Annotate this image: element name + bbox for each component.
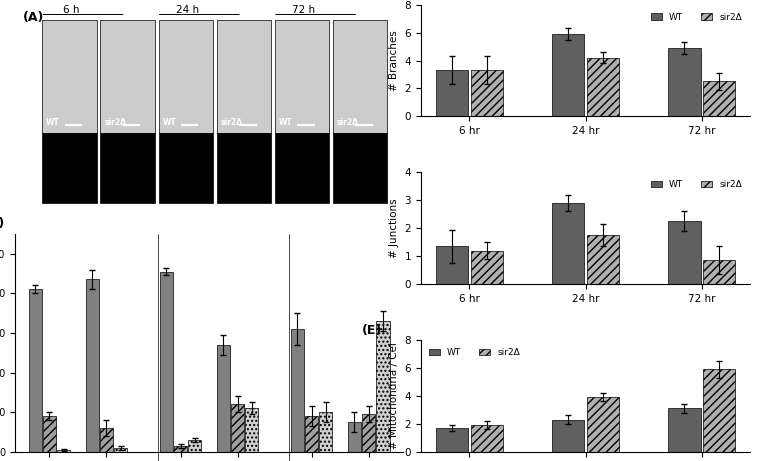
Bar: [57, 450, 70, 452]
Bar: [160, 272, 173, 452]
Bar: [669, 48, 700, 117]
Text: (D): (D): [362, 157, 384, 170]
Bar: [362, 414, 375, 452]
Bar: [231, 404, 244, 452]
Text: 6 h: 6 h: [63, 5, 80, 15]
Bar: [471, 251, 503, 284]
Bar: [348, 422, 361, 452]
FancyBboxPatch shape: [333, 133, 387, 203]
Bar: [436, 70, 468, 117]
Bar: [587, 58, 619, 117]
Bar: [587, 397, 619, 452]
Legend: WT, sir2Δ: WT, sir2Δ: [647, 9, 746, 25]
Text: (A): (A): [23, 11, 44, 24]
FancyBboxPatch shape: [158, 133, 213, 203]
Text: 24 h: 24 h: [176, 5, 199, 15]
Text: WT: WT: [279, 118, 293, 127]
Bar: [42, 416, 56, 452]
FancyBboxPatch shape: [101, 20, 155, 133]
Bar: [86, 279, 99, 452]
Bar: [669, 221, 700, 284]
Bar: [552, 203, 584, 284]
FancyBboxPatch shape: [333, 20, 387, 133]
Bar: [587, 235, 619, 284]
Bar: [246, 408, 258, 452]
Bar: [703, 260, 735, 284]
FancyBboxPatch shape: [275, 20, 329, 133]
FancyBboxPatch shape: [158, 20, 213, 133]
Bar: [291, 329, 304, 452]
Text: sir2Δ: sir2Δ: [337, 118, 359, 127]
FancyBboxPatch shape: [275, 133, 329, 203]
Bar: [669, 408, 700, 452]
Bar: [100, 428, 113, 452]
Bar: [319, 412, 333, 452]
Bar: [217, 345, 230, 452]
Bar: [703, 82, 735, 117]
Bar: [29, 290, 42, 452]
Bar: [188, 440, 202, 452]
Legend: WT, sir2Δ: WT, sir2Δ: [425, 344, 524, 361]
FancyBboxPatch shape: [42, 133, 96, 203]
Bar: [471, 425, 503, 452]
Text: (E): (E): [362, 325, 382, 337]
Text: sir2Δ: sir2Δ: [105, 118, 127, 127]
FancyBboxPatch shape: [217, 133, 271, 203]
Bar: [377, 321, 390, 452]
FancyBboxPatch shape: [217, 20, 271, 133]
Y-axis label: # Branches: # Branches: [389, 30, 399, 91]
Text: WT: WT: [162, 118, 177, 127]
Bar: [471, 70, 503, 117]
FancyBboxPatch shape: [42, 20, 96, 133]
Bar: [552, 420, 584, 452]
Legend: WT, sir2Δ: WT, sir2Δ: [647, 177, 746, 193]
Bar: [114, 448, 127, 452]
Bar: [703, 369, 735, 452]
Bar: [436, 246, 468, 284]
Text: 72 h: 72 h: [293, 5, 315, 15]
FancyBboxPatch shape: [101, 133, 155, 203]
Y-axis label: # Mitochondria / Cel: # Mitochondria / Cel: [389, 343, 399, 449]
Text: (C): (C): [362, 0, 382, 2]
Y-axis label: # Junctions: # Junctions: [389, 198, 399, 258]
Bar: [436, 428, 468, 452]
Bar: [174, 446, 187, 452]
Text: WT: WT: [46, 118, 60, 127]
Text: (B): (B): [0, 217, 5, 230]
Text: sir2Δ: sir2Δ: [221, 118, 243, 127]
Bar: [305, 416, 318, 452]
Bar: [552, 34, 584, 117]
